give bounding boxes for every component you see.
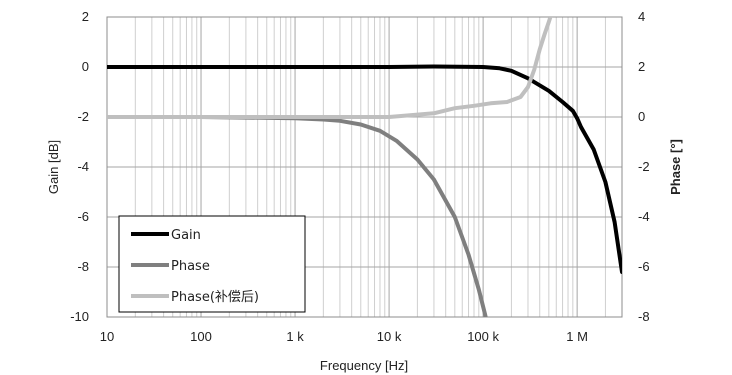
plot-frame	[106, 16, 623, 318]
y-right-tick-label: 2	[638, 59, 645, 74]
y-left-tick-label: 2	[82, 9, 89, 24]
y-right-tick-label: -8	[638, 309, 650, 324]
x-tick-label: 1 M	[566, 329, 588, 344]
series-layer	[107, 17, 622, 317]
x-tick-label: 100 k	[467, 329, 499, 344]
legend: Gain Phase Phase(补偿后)	[118, 215, 306, 313]
y-left-tick-label: -10	[70, 309, 89, 324]
y-right-tick-label: 0	[638, 109, 645, 124]
y-right-tick-label: -4	[638, 209, 650, 224]
legend-label-phase: Phase	[171, 259, 210, 274]
x-tick-label: 10	[100, 329, 114, 344]
y-left-tick-label: -8	[77, 259, 89, 274]
legend-label-phase-compensated: Phase(补偿后)	[171, 290, 259, 305]
series-line-gain	[107, 64, 622, 274]
y-right-tick-label: -2	[638, 159, 650, 174]
tick-labels: 10 100 1 k 10 k 100 k 1 M 2 0 -2 -4 -6 -8 -10 4 2 0 -2 -4…	[70, 9, 649, 344]
legend-label-gain: Gain	[171, 228, 201, 243]
x-tick-label: 100	[190, 329, 212, 344]
y-left-tick-label: -4	[77, 159, 89, 174]
x-tick-label: 10 k	[377, 329, 402, 344]
x-tick-label: 1 k	[286, 329, 304, 344]
y-axis-title-left: Gain [dB]	[46, 140, 61, 194]
plot-border	[106, 16, 623, 318]
y-right-tick-label: -6	[638, 259, 650, 274]
y-left-tick-label: -2	[77, 109, 89, 124]
y-right-tick-label: 4	[638, 9, 645, 24]
y-left-tick-label: -6	[77, 209, 89, 224]
x-axis-title: Frequency [Hz]	[320, 358, 408, 373]
y-left-tick-label: 0	[82, 59, 89, 74]
y-axis-title-right: Phase [°]	[668, 139, 683, 195]
series-line-phase-compensated	[107, 17, 553, 119]
